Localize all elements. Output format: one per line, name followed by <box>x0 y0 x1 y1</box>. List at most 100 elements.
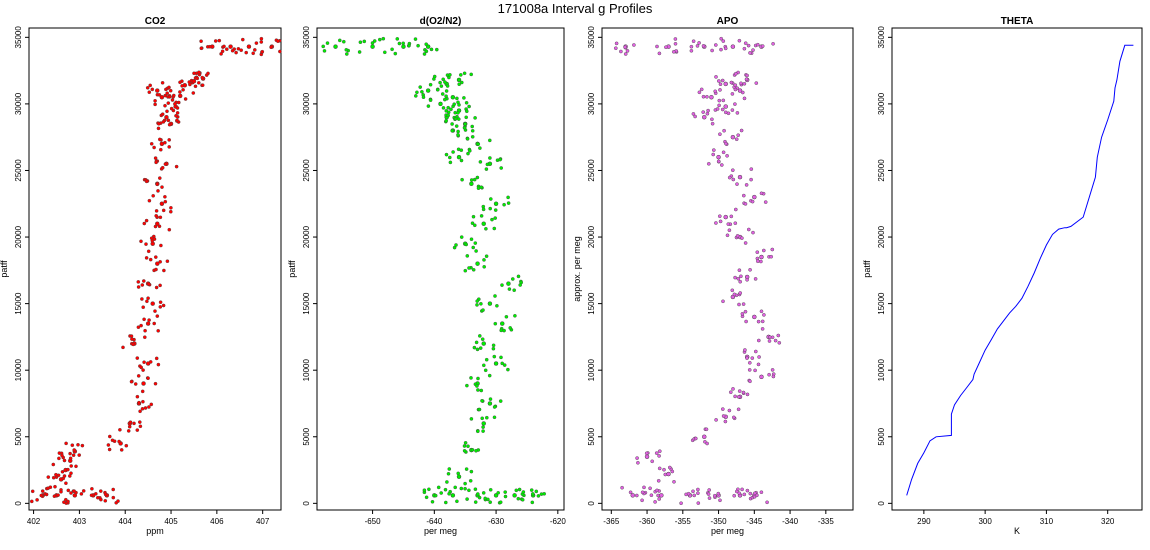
data-point-cloud <box>144 179 149 184</box>
data-point-cloud <box>705 441 709 446</box>
data-point-cloud <box>459 158 464 163</box>
panel-title: d(O2/N2) <box>420 16 462 27</box>
data-point-cloud <box>484 415 489 420</box>
data-point <box>709 94 714 100</box>
data-point-cloud <box>721 150 726 155</box>
data-point-cloud <box>175 111 180 115</box>
data-point-cloud <box>213 39 218 43</box>
data-point <box>500 321 505 326</box>
data-point-cloud <box>470 134 475 139</box>
data-point <box>425 88 431 93</box>
data-point-cloud <box>174 164 179 169</box>
data-point-cloud <box>648 486 652 491</box>
data-point-cloud <box>478 160 483 164</box>
data-point-cloud <box>337 38 342 43</box>
data-point-cloud <box>459 80 464 85</box>
data-point-cloud <box>770 368 775 372</box>
data-point-cloud <box>656 478 661 483</box>
data-point-cloud <box>723 419 728 424</box>
y-tick-label: 0 <box>302 501 311 506</box>
panel-title: APO <box>717 16 739 27</box>
data-point-cloud <box>466 444 470 449</box>
data-point-cloud <box>108 434 112 439</box>
y-tick-label: 15000 <box>877 292 886 315</box>
panel-title: CO2 <box>145 16 166 27</box>
data-point-cloud <box>129 334 134 338</box>
data-point <box>659 493 664 498</box>
y-tick-label: 0 <box>877 501 886 506</box>
data-point-cloud <box>137 420 142 424</box>
data-point-cloud <box>733 275 737 280</box>
data-point-cloud <box>106 443 111 447</box>
data-point-cloud <box>750 356 755 360</box>
x-axis-label: per meg <box>424 526 457 536</box>
data-point-cloud <box>77 453 81 457</box>
data-point-cloud <box>278 49 282 54</box>
data-point-cloud <box>454 124 459 128</box>
data-point-cloud <box>473 487 478 492</box>
data-point <box>438 101 443 107</box>
data-point <box>481 221 486 226</box>
data-point-cloud <box>729 390 733 395</box>
data-point-cloud <box>516 274 521 279</box>
data-point-cloud <box>753 277 758 281</box>
data-point-cloud <box>498 399 503 403</box>
x-tick-label: 406 <box>210 517 224 526</box>
data-point-cloud <box>432 74 437 79</box>
data-point-cloud <box>635 456 639 460</box>
data-point-cloud <box>151 193 155 198</box>
data-point-cloud <box>529 488 534 492</box>
x-tick-label: 290 <box>917 517 931 526</box>
data-point-cloud <box>625 49 630 53</box>
data-point <box>493 493 499 498</box>
y-tick-label: 25000 <box>14 159 23 182</box>
data-point-cloud <box>103 498 108 503</box>
data-point-cloud <box>735 182 739 186</box>
data-point-cloud <box>167 95 172 99</box>
data-point-cloud <box>756 42 760 47</box>
data-point <box>759 374 764 380</box>
data-point-cloud <box>488 197 493 201</box>
data-point-cloud <box>469 469 474 474</box>
data-point-cloud <box>503 494 508 499</box>
data-point-cloud <box>148 360 153 364</box>
data-point-cloud <box>444 109 449 113</box>
data-point-cloud <box>741 302 746 306</box>
data-point-cloud <box>733 83 738 87</box>
data-point-cloud <box>140 283 145 287</box>
data-point-cloud <box>694 436 698 441</box>
data-point-cloud <box>469 376 473 380</box>
data-point-cloud <box>146 249 151 254</box>
data-point-cloud <box>539 492 544 496</box>
data-point-cloud <box>719 36 724 41</box>
data-point-cloud <box>751 230 755 235</box>
data-point-cloud <box>635 493 639 498</box>
data-point-cloud <box>485 162 490 167</box>
data-point-cloud <box>738 291 743 295</box>
data-point <box>141 381 146 386</box>
data-point-cloud <box>707 488 712 492</box>
data-point-cloud <box>462 71 467 76</box>
data-point-cloud <box>499 355 503 360</box>
data-point-cloud <box>146 282 151 286</box>
data-point-cloud <box>165 109 169 114</box>
data-point-cloud <box>447 491 451 496</box>
data-point-cloud <box>520 497 525 502</box>
x-tick-label: 407 <box>256 517 270 526</box>
data-point-cloud <box>480 398 484 403</box>
data-point-cloud <box>62 474 67 478</box>
data-point-cloud <box>155 314 160 318</box>
data-point-cloud <box>759 309 764 314</box>
data-point <box>159 201 165 207</box>
data-point-cloud <box>129 379 134 384</box>
data-point-cloud <box>435 88 440 92</box>
data-point-cloud <box>735 111 740 115</box>
data-point-cloud <box>487 373 492 378</box>
data-point-cloud <box>614 41 619 46</box>
data-point-cloud <box>464 115 469 120</box>
data-point-cloud <box>477 495 482 500</box>
y-tick-label: 30000 <box>587 92 596 115</box>
data-point-cloud <box>156 189 160 193</box>
data-point-cloud <box>154 160 158 165</box>
data-point-cloud <box>382 50 387 55</box>
